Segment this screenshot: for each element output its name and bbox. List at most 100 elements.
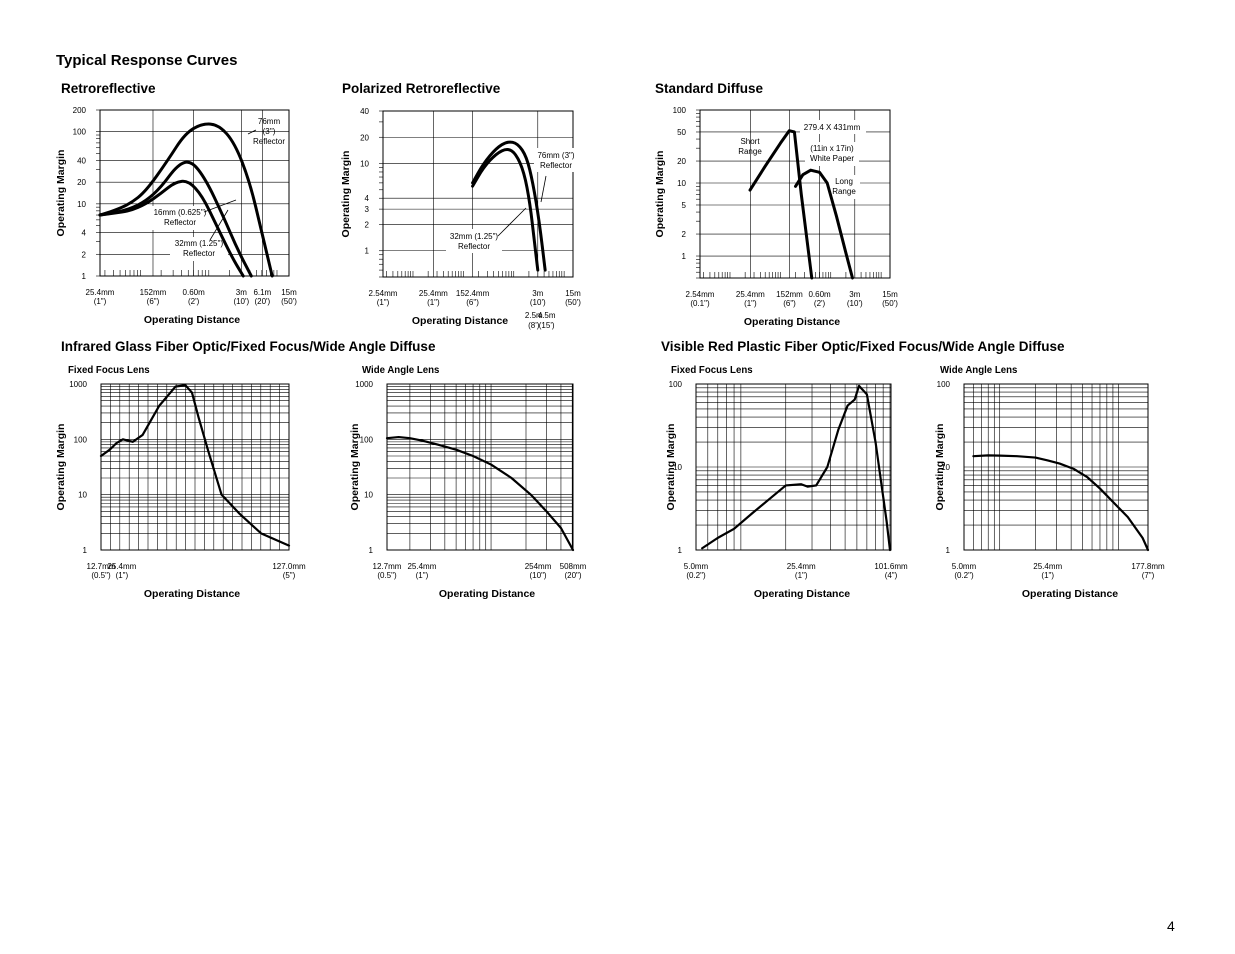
x-tick-label: 15m [281,288,297,297]
x-tick-label: (5") [283,571,296,580]
x-tick-label: (10') [530,298,546,307]
y-tick-label: 1 [682,252,687,261]
y-tick-label: 1000 [69,380,87,389]
annotation-long-range: Long [835,177,853,186]
x-axis-title: Operating Distance [144,588,240,600]
y-tick-label: 10 [941,463,950,472]
annotation-bg [534,148,576,172]
x-tick-label: 15m [882,290,898,299]
y-axis-title: Operating Margin [55,424,67,511]
chart-title-vis-fixed: Fixed Focus Lens [671,364,753,376]
y-tick-label: 10 [364,491,373,500]
plot-frame-vis_fixed [695,383,892,551]
grid-ir_fixed [100,383,290,551]
x-tick-label: (4") [885,571,898,580]
y-axis-title: Operating Margin [934,424,946,511]
y-tick-label: 50 [677,128,686,137]
series-line-retro-0 [98,122,274,278]
x-tick-label: (15') [539,321,555,330]
y-tick-label: 3 [365,205,370,214]
x-tick-label: (2') [188,297,200,306]
chart-title-standard-diffuse: Standard Diffuse [655,81,764,96]
plot-frame-ir_wide [386,383,574,551]
y-tick-label: 2 [365,220,370,229]
annotation-76mm: Reflector [540,161,572,170]
y-tick-label: 1 [369,546,374,555]
x-tick-label: (0.5") [91,571,111,580]
x-tick-label: 25.4mm [419,289,448,298]
plot-frame-ir_fixed [100,383,290,551]
annotation-32mm: Reflector [458,242,490,251]
y-tick-label: 100 [73,128,87,137]
x-tick-label: (50') [565,298,581,307]
annotation-76mm: 76mm [258,117,281,126]
y-axis-title: Operating Margin [55,150,67,237]
chart-vis_wide: 1 10 100 5.0mm(0.2") 25.4mm(1") 177.8mm(7") Op… [934,380,1165,600]
x-tick-label: (1") [744,299,757,308]
x-tick-label: (8') [528,321,540,330]
series-line-ir_wide-0 [385,435,575,552]
y-tick-label: 40 [360,107,369,116]
x-tick-label: (0.5") [377,571,397,580]
x-tick-label: (0.2") [686,571,706,580]
y-tick-label: 100 [74,435,88,444]
chart-title-polarized: Polarized Retroreflective [342,81,501,96]
x-tick-label: 12.7mm [373,562,402,571]
x-tick-label: (2') [814,299,826,308]
y-tick-label: 5 [682,201,687,210]
plot-frame-retro [99,109,290,277]
y-tick-label: 100 [937,380,951,389]
y-tick-label: 20 [77,178,86,187]
annotation-32mm: 32mm (1.25'') [175,239,224,248]
plot-frame-diffuse [699,109,891,279]
x-tick-label: 101.6mm [874,562,908,571]
x-tick-label: 6.1m [253,288,271,297]
x-tick-label: 15m [565,289,581,298]
y-tick-label: 1 [365,247,370,256]
y-tick-label: 200 [73,106,87,115]
series-line-retro-2 [98,179,245,278]
annotation-16mm: Reflector [164,218,196,227]
y-axis-title: Operating Margin [349,424,361,511]
y-tick-label: 10 [77,200,86,209]
y-tick-label: 2 [82,250,87,259]
grid-vis_fixed [695,383,891,551]
x-axis-title: Operating Distance [1022,588,1118,600]
x-tick-label: (10") [530,571,547,580]
series-line-polar-1 [471,148,540,272]
y-tick-label: 10 [78,491,87,500]
chart-ir_fixed: 1 10 100 1000 12.7mm(0.5")25.4mm(1") 127.0mm(… [55,380,306,600]
annotation-32mm: Reflector [183,249,215,258]
grid-vis_wide [963,383,1148,551]
annotation-leader [247,129,257,135]
page-heading: Typical Response Curves [56,52,238,69]
chart-title-ir-wide: Wide Angle Lens [362,364,440,376]
x-tick-label: 3m [236,288,247,297]
y-axis-title: Operating Margin [340,151,352,238]
chart-title-ir-fixed: Fixed Focus Lens [68,364,150,376]
annotation-bg [170,237,228,261]
x-tick-label: 3m [532,289,543,298]
x-tick-label: 254mm [525,562,552,571]
annotation-76mm: 76mm (3") [537,151,574,160]
x-tick-label: 25.4mm [107,562,136,571]
y-tick-label: 100 [360,435,374,444]
y-tick-label: 4 [82,229,87,238]
annotation-16mm: 16mm (0.625'') [154,208,207,217]
series-line-diffuse-0 [748,129,814,280]
section-heading-infrared: Infrared Glass Fiber Optic/Fixed Focus/W… [61,339,436,354]
y-tick-label: 40 [77,156,86,165]
x-tick-label: 2.54mm [686,290,715,299]
x-tick-label: (1") [116,571,129,580]
x-tick-label: (0.2") [954,571,974,580]
x-tick-label: (20') [254,297,270,306]
annotation-paper-size: 279.4 X 431mm [804,123,861,132]
x-tick-label: (1") [377,298,390,307]
annotation-bg [150,206,210,230]
chart-vis_fixed: 1 10 100 5.0mm(0.2") 25.4mm(1") 101.6mm(4") Op… [665,380,908,600]
series-line-vis_wide-0 [972,454,1150,552]
x-tick-label: (7") [1142,571,1155,580]
y-tick-label: 10 [677,179,686,188]
x-tick-label: 152mm [776,290,803,299]
x-tick-label: (6") [147,297,160,306]
